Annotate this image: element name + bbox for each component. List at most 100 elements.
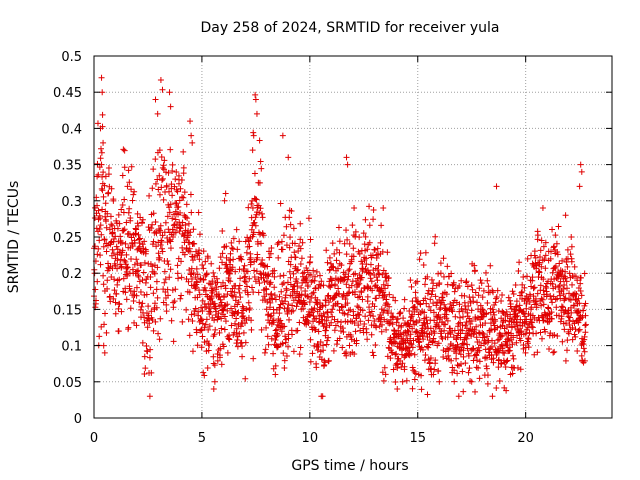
y-tick-label: 0.5: [61, 50, 82, 65]
data-point: [215, 291, 222, 298]
data-point: [436, 378, 443, 385]
data-point: [493, 294, 500, 301]
data-point: [201, 324, 208, 331]
data-point: [262, 346, 269, 353]
data-point: [177, 222, 184, 229]
data-point: [153, 243, 160, 250]
data-point: [304, 267, 311, 274]
data-point: [192, 248, 199, 255]
data-point: [344, 161, 351, 168]
data-point: [496, 378, 503, 385]
data-point: [228, 239, 235, 246]
data-point: [168, 317, 175, 324]
data-point: [236, 238, 243, 245]
data-point: [356, 311, 363, 318]
data-point: [346, 289, 353, 296]
data-point: [178, 274, 185, 281]
data-point: [510, 290, 517, 297]
data-point: [513, 339, 520, 346]
data-point: [161, 157, 168, 164]
data-point: [166, 188, 173, 195]
data-point: [409, 325, 416, 332]
data-point: [180, 164, 187, 171]
data-point: [325, 334, 332, 341]
data-point: [291, 240, 298, 247]
data-point: [139, 300, 146, 307]
data-point: [244, 234, 251, 241]
data-point: [409, 344, 416, 351]
data-point: [192, 305, 199, 312]
data-point: [280, 232, 287, 239]
data-point: [159, 177, 166, 184]
data-point: [185, 316, 192, 323]
data-point: [121, 257, 128, 264]
data-point: [277, 273, 284, 280]
data-point: [305, 215, 312, 222]
data-point: [121, 147, 128, 154]
data-point: [107, 239, 114, 246]
data-point: [492, 318, 499, 325]
data-point: [270, 310, 277, 317]
data-point: [434, 319, 441, 326]
data-point: [312, 326, 319, 333]
data-point: [561, 326, 568, 333]
data-point: [342, 296, 349, 303]
data-point: [450, 279, 457, 286]
data-point: [568, 258, 575, 265]
data-point: [255, 289, 262, 296]
data-point: [201, 339, 208, 346]
data-point: [562, 295, 569, 302]
data-point: [448, 357, 455, 364]
data-point: [95, 245, 102, 252]
data-point: [274, 321, 281, 328]
data-point: [259, 214, 266, 221]
data-point: [100, 169, 107, 176]
data-point: [384, 249, 391, 256]
data-point: [473, 352, 480, 359]
data-point: [404, 327, 411, 334]
data-point: [407, 317, 414, 324]
data-point: [422, 281, 429, 288]
data-point: [494, 287, 501, 294]
data-point: [150, 290, 157, 297]
data-point: [96, 237, 103, 244]
data-point: [355, 281, 362, 288]
data-point: [224, 301, 231, 308]
data-point: [553, 304, 560, 311]
data-point: [126, 205, 133, 212]
data-point: [555, 284, 562, 291]
data-point: [94, 202, 101, 209]
data-point: [454, 362, 461, 369]
data-point: [359, 307, 366, 314]
data-point: [293, 275, 300, 282]
data-point: [510, 355, 517, 362]
data-point: [103, 224, 110, 231]
data-point: [523, 300, 530, 307]
data-point: [451, 367, 458, 374]
data-point: [166, 209, 173, 216]
data-point: [484, 300, 491, 307]
data-point: [103, 248, 110, 255]
data-point: [251, 219, 258, 226]
data-point: [313, 360, 320, 367]
data-point: [202, 321, 209, 328]
data-point: [454, 343, 461, 350]
y-tick-label: 0.15: [53, 303, 82, 318]
data-point: [188, 132, 195, 139]
data-point: [169, 161, 176, 168]
y-axis-title: SRMTID / TECUs: [6, 181, 22, 294]
data-point: [491, 311, 498, 318]
data-point: [346, 240, 353, 247]
data-point: [244, 268, 251, 275]
data-point: [148, 369, 155, 376]
data-point: [303, 264, 310, 271]
data-point: [201, 284, 208, 291]
data-point: [171, 298, 178, 305]
data-point: [143, 291, 150, 298]
data-point: [380, 205, 387, 212]
data-point: [246, 305, 253, 312]
data-point: [264, 263, 271, 270]
data-point: [148, 308, 155, 315]
data-point: [177, 185, 184, 192]
data-point: [392, 339, 399, 346]
